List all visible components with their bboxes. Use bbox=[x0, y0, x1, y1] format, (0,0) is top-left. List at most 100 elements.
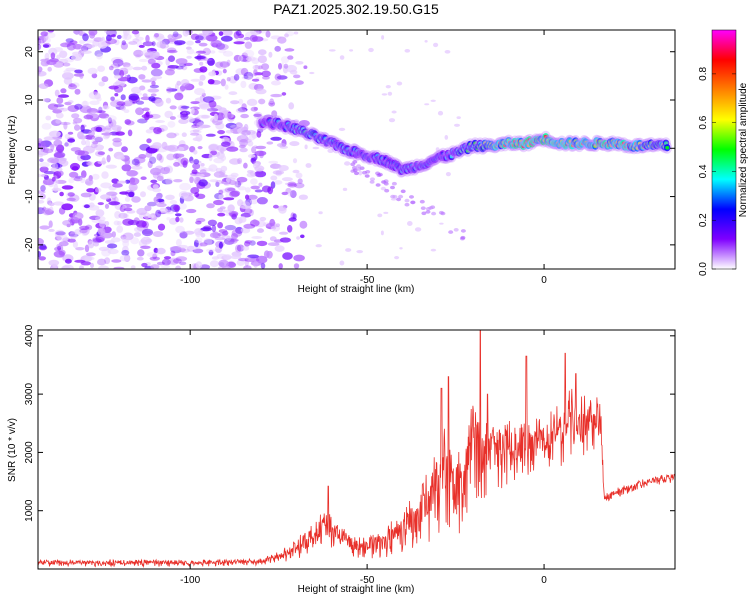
heatmap-speckle bbox=[86, 252, 96, 257]
heatmap-speckle bbox=[247, 254, 259, 259]
heatmap-speckle bbox=[141, 262, 148, 268]
colorbar-tick-label: 0.0 bbox=[698, 262, 709, 276]
heatmap-ridge-core bbox=[664, 141, 668, 145]
heatmap-speckle bbox=[58, 170, 64, 177]
heatmap-trail bbox=[404, 202, 410, 207]
heatmap-speckle bbox=[192, 137, 201, 141]
heatmap-speckle bbox=[279, 231, 289, 235]
heatmap-speckle bbox=[265, 30, 271, 38]
heatmap-speckle bbox=[241, 103, 247, 111]
heatmap-speckle bbox=[261, 63, 270, 71]
heatmap-speckle bbox=[104, 257, 111, 265]
heatmap-speckle bbox=[63, 121, 68, 130]
heatmap-speckle bbox=[208, 249, 214, 256]
heatmap-speckle bbox=[381, 93, 388, 96]
heatmap-speckle bbox=[69, 231, 78, 240]
heatmap-speckle bbox=[79, 228, 88, 234]
heatmap-speckle bbox=[165, 194, 175, 200]
heatmap-speckle bbox=[261, 70, 271, 78]
heatmap-speckle bbox=[56, 97, 64, 104]
heatmap-speckle bbox=[53, 139, 63, 147]
heatmap-speckle bbox=[38, 138, 43, 144]
heatmap-speckle bbox=[229, 190, 240, 198]
heatmap-speckle bbox=[240, 67, 249, 76]
chart-title: PAZ1.2025.302.19.50.G15 bbox=[273, 1, 439, 17]
heatmap-speckle bbox=[150, 93, 157, 97]
heatmap-speckle bbox=[81, 228, 89, 237]
heatmap-speckle bbox=[60, 88, 67, 94]
heatmap-speckle bbox=[256, 197, 268, 205]
heatmap-trail bbox=[392, 194, 398, 199]
heatmap-speckle bbox=[51, 176, 56, 182]
heatmap-speckle bbox=[368, 47, 374, 53]
heatmap-speckle bbox=[123, 100, 133, 107]
heatmap-speckle bbox=[175, 65, 184, 70]
heatmap-speckle bbox=[285, 182, 289, 185]
heatmap-speckle bbox=[303, 65, 308, 69]
heatmap-speckle bbox=[161, 179, 173, 185]
heatmap-speckle bbox=[97, 65, 105, 72]
colorbar-tick-label: 0.8 bbox=[698, 67, 709, 81]
heatmap-speckle bbox=[195, 40, 201, 44]
heatmap-speckle bbox=[289, 190, 297, 199]
heatmap-speckle bbox=[240, 201, 251, 210]
heatmap-speckle bbox=[289, 141, 300, 147]
heatmap-speckle bbox=[445, 172, 451, 177]
heatmap-speckle bbox=[380, 230, 384, 236]
heatmap-speckle bbox=[243, 162, 248, 169]
heatmap-speckle bbox=[142, 41, 154, 47]
heatmap-speckle bbox=[61, 203, 74, 211]
heatmap-speckle bbox=[101, 171, 109, 179]
heatmap-speckle bbox=[194, 239, 199, 248]
heatmap-speckle bbox=[312, 146, 320, 150]
heatmap-speckle bbox=[244, 41, 253, 49]
heatmap-speckle bbox=[123, 207, 133, 212]
heatmap-trail bbox=[410, 200, 416, 205]
heatmap-speckle bbox=[304, 144, 308, 150]
heatmap-speckle bbox=[54, 89, 60, 97]
heatmap-speckle bbox=[444, 135, 449, 140]
heatmap-speckle bbox=[106, 34, 112, 42]
heatmap-speckle bbox=[218, 241, 223, 249]
heatmap-speckle bbox=[256, 240, 268, 247]
heatmap-speckle bbox=[66, 197, 76, 202]
heatmap-trail bbox=[400, 189, 406, 194]
heatmap-speckle bbox=[198, 100, 210, 108]
heatmap-speckle bbox=[288, 47, 292, 51]
heatmap-speckle bbox=[253, 113, 262, 118]
heatmap-speckle bbox=[100, 194, 111, 200]
heatmap-speckle bbox=[152, 184, 159, 190]
bottom-x-axis-label: Height of straight line (km) bbox=[298, 584, 415, 595]
heatmap-speckle bbox=[220, 165, 228, 172]
heatmap-speckle bbox=[68, 171, 79, 178]
heatmap-speckle bbox=[152, 171, 160, 179]
heatmap-speckle bbox=[229, 158, 241, 165]
heatmap-speckle bbox=[390, 198, 397, 201]
heatmap-speckle bbox=[106, 154, 111, 163]
heatmap-speckle bbox=[150, 264, 160, 269]
heatmap-speckle bbox=[186, 48, 195, 55]
heatmap-speckle bbox=[199, 169, 207, 175]
heatmap-speckle bbox=[213, 199, 224, 206]
heatmap-speckle bbox=[381, 35, 385, 40]
heatmap-speckle bbox=[63, 69, 71, 74]
heatmap-speckle bbox=[305, 163, 312, 168]
heatmap-speckle bbox=[56, 243, 62, 249]
heatmap-speckle bbox=[103, 134, 110, 140]
heatmap-speckle bbox=[179, 217, 184, 223]
heatmap-speckle bbox=[82, 100, 88, 108]
heatmap-speckle bbox=[243, 265, 252, 269]
heatmap-speckle bbox=[173, 179, 183, 183]
heatmap-speckle bbox=[186, 208, 197, 214]
heatmap-speckle bbox=[196, 33, 208, 41]
heatmap-speckle bbox=[222, 50, 234, 57]
heatmap-speckle bbox=[38, 173, 42, 178]
top-x-ticks: -100 -50 0 bbox=[180, 30, 547, 286]
heatmap-speckle bbox=[79, 176, 86, 184]
heatmap-speckle bbox=[169, 200, 178, 205]
heatmap-speckle bbox=[194, 119, 201, 125]
heatmap-speckle bbox=[91, 173, 100, 180]
heatmap-speckle bbox=[164, 210, 174, 215]
heatmap-speckle bbox=[243, 223, 256, 229]
heatmap-speckle bbox=[269, 218, 276, 227]
